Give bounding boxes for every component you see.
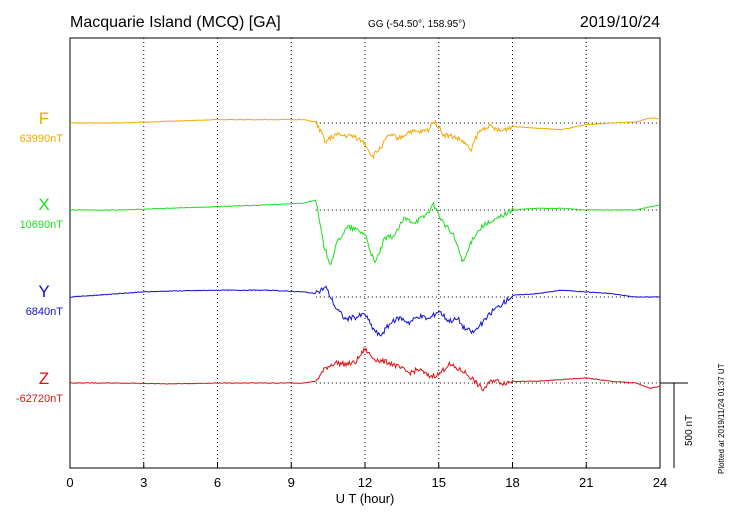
x-tick-label-0: 0 xyxy=(66,475,73,490)
baseline-label-Y: 6840nT xyxy=(26,306,64,318)
station-title: Macquarie Island (MCQ) [GA] xyxy=(70,14,281,31)
series-line-Y xyxy=(69,285,661,337)
x-tick-label-21: 21 xyxy=(579,475,593,490)
x-tick-label-18: 18 xyxy=(505,475,519,490)
grid-lines xyxy=(143,38,587,468)
x-tick-label-9: 9 xyxy=(288,475,295,490)
series-lines xyxy=(69,117,661,392)
x-tick-label-24: 24 xyxy=(653,475,667,490)
series-label-X: X xyxy=(38,195,49,214)
x-tick-label-12: 12 xyxy=(358,475,372,490)
baseline-label-X: 10690nT xyxy=(20,219,64,231)
x-tick-labels: 0 3 6 9 12 15 18 21 24 xyxy=(66,463,667,490)
baseline-lines xyxy=(315,122,660,384)
scale-bar-label: 500 nT xyxy=(684,415,695,446)
x-tick-label-15: 15 xyxy=(432,475,446,490)
x-axis-label: U T (hour) xyxy=(336,491,395,506)
series-line-Z xyxy=(69,346,661,392)
plotted-timestamp: Plotted at 2019/11/24 01:37 UT xyxy=(717,363,726,474)
series-line-F xyxy=(69,117,661,160)
series-label-Y: Y xyxy=(38,282,49,301)
series-label-Z: Z xyxy=(39,369,49,388)
x-tick-label-6: 6 xyxy=(214,475,221,490)
station-coords: GG (-54.50°, 158.95°) xyxy=(368,19,466,30)
x-tick-label-3: 3 xyxy=(140,475,147,490)
baseline-label-F: 63990nT xyxy=(20,133,64,145)
chart-date: 2019/10/24 xyxy=(580,14,660,31)
series-line-X xyxy=(69,199,661,266)
baseline-label-Z: -62720nT xyxy=(16,393,63,405)
series-label-F: F xyxy=(39,109,49,128)
